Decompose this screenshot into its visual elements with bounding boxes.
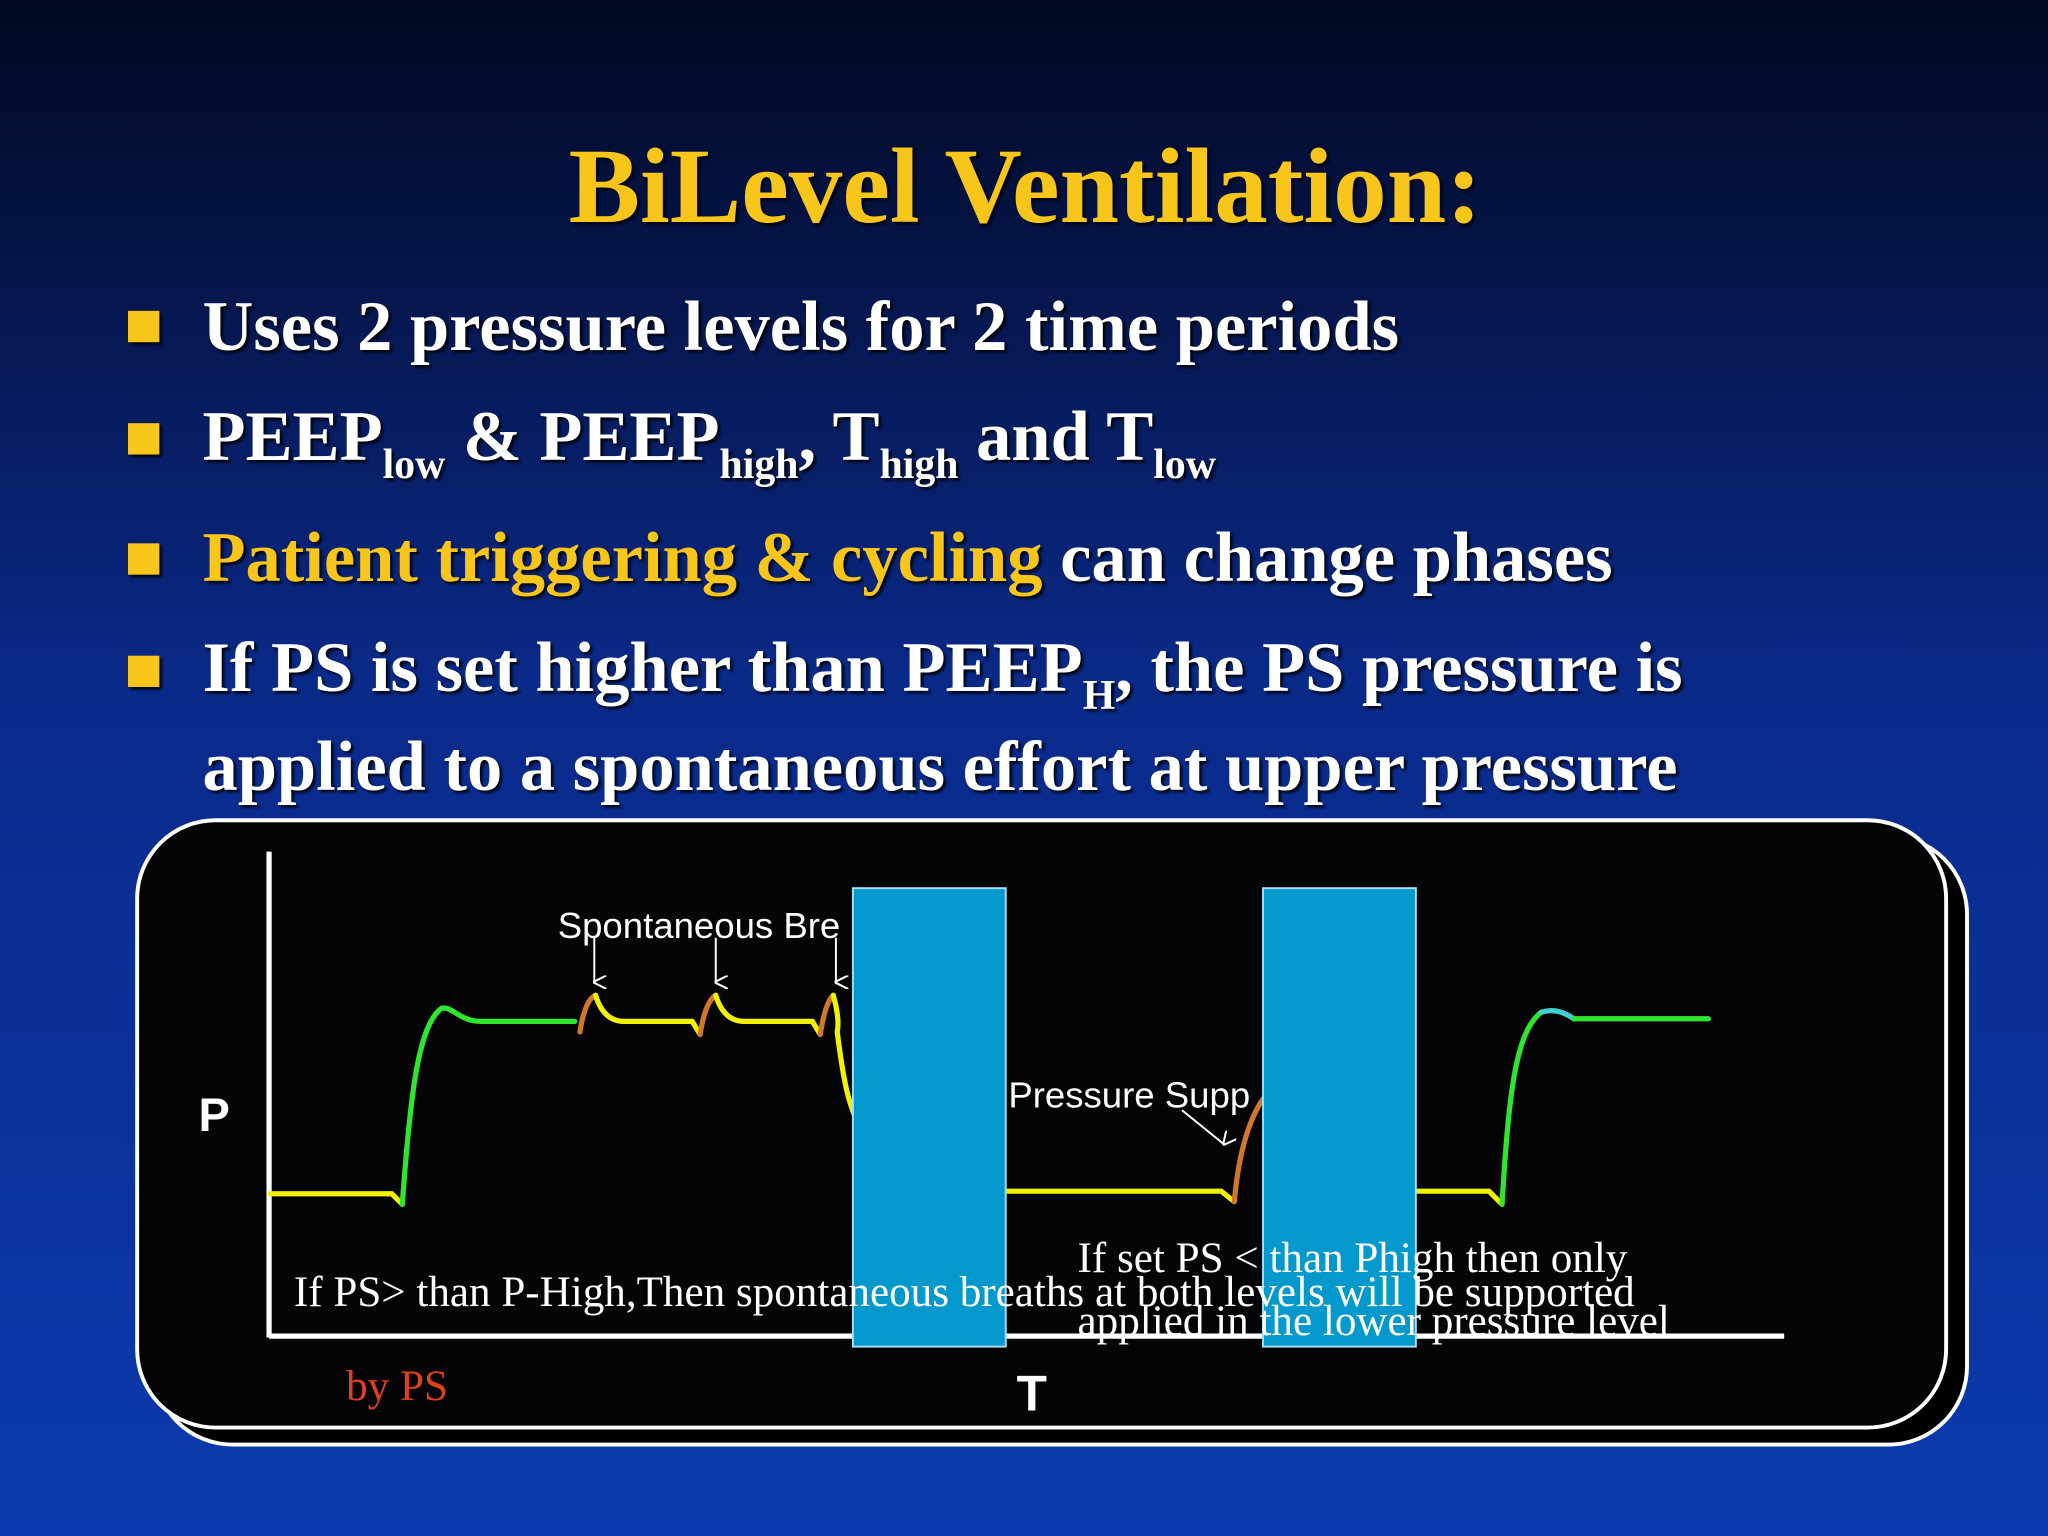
bullet-list: Uses 2 pressure levels for 2 time period…	[128, 288, 1683, 806]
bullet-text: Uses 2 pressure levels for 2 time period…	[202, 288, 1399, 366]
pressure-support-breath	[1231, 1094, 1267, 1205]
subscript: H	[1083, 673, 1116, 719]
x-axis-label: T	[1017, 1366, 1047, 1422]
note-text: If set PS < than Phigh then only	[1078, 1235, 1628, 1282]
annotation-label: Pressure Supp	[1008, 1075, 1250, 1116]
text-segment: Uses 2 pressure levels for 2 time period…	[202, 288, 1399, 366]
waveform-high	[713, 992, 823, 1038]
arrow	[1181, 1109, 1224, 1144]
bullet-marker	[128, 310, 160, 343]
bullet-text: Patient triggering & cycling can change …	[202, 519, 1612, 597]
subscript: low	[383, 442, 446, 488]
note-text: by PS	[346, 1363, 448, 1410]
bullet-marker	[128, 423, 160, 455]
annotation-label: Spontaneous Bre	[558, 905, 841, 946]
waveform-rise	[399, 1005, 578, 1207]
overlay-block	[1262, 887, 1417, 1348]
waveform-peak	[1538, 1008, 1577, 1022]
waveform-fall	[830, 992, 860, 1124]
text-segment: & PEEP	[445, 398, 719, 476]
overlay-block	[851, 887, 1007, 1348]
diagram-frame	[135, 818, 1949, 1430]
waveform-rise	[1499, 1009, 1544, 1207]
text-segment: , the PS pressure is	[1115, 629, 1682, 707]
text-segment: PEEP	[202, 398, 382, 476]
highlight-segment: Patient triggering & cycling	[202, 519, 1042, 597]
waveform-low	[1413, 1188, 1505, 1207]
bullet-marker	[128, 543, 160, 575]
text-segment: If PS is set higher than PEEP	[202, 629, 1082, 707]
bullet-text: If PS is set higher than PEEPH, the PS p…	[202, 629, 1682, 719]
note-text: If PS> than P-High,Then spontaneous brea…	[294, 1269, 1635, 1316]
bullet-marker	[128, 655, 160, 688]
annotation-arrows	[594, 937, 1224, 1144]
waveform-high	[592, 992, 703, 1038]
subscript: high	[720, 442, 799, 488]
bullet-text: applied to a spontaneous effort at upper…	[202, 728, 1677, 806]
subscript: low	[1153, 442, 1216, 488]
pressure-waveform	[267, 992, 1712, 1207]
diagram: Spontaneous Bre Pressure Supp P T If set…	[135, 818, 1969, 1447]
text-segment: can change phases	[1043, 519, 1613, 597]
y-axis-label: P	[199, 1088, 230, 1141]
subscript: high	[880, 442, 959, 488]
slide-title: BiLevel Ventilation:	[569, 128, 1482, 246]
bullet-text: PEEPlow & PEEPhigh, Thigh and Tlow	[202, 398, 1216, 488]
note-text: applied in the lower pressure level	[1078, 1298, 1670, 1345]
waveform-low	[267, 1191, 405, 1207]
text-segment: and T	[959, 398, 1154, 476]
text-segment: , T	[799, 398, 880, 476]
waveform-low	[1003, 1188, 1237, 1205]
